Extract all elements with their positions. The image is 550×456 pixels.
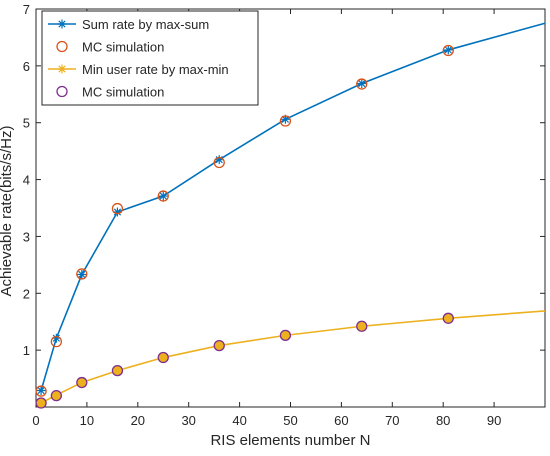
data-point-circle [35,397,47,409]
x-axis-label: RIS elements number N [210,432,370,449]
legend-star-marker [57,64,67,74]
data-point-star [214,155,224,165]
data-point-circle [35,385,47,397]
data-point-star [77,270,87,280]
data-point-circle [157,351,169,364]
y-tick-label: 3 [23,229,30,244]
legend-entry: Sum rate by max-sum [48,17,209,32]
legend-entry: MC simulation [56,85,164,100]
data-point-circle [76,376,88,389]
series-4 [35,312,454,409]
series-1 [36,22,546,396]
series-layer [35,22,546,409]
legend-entries: Sum rate by max-sum MC simulation Min user… [48,17,229,100]
legend-star-marker [57,19,67,29]
series-line [40,22,546,391]
x-tick-label: 10 [80,413,94,428]
data-point-circle [213,156,225,169]
legend-label: MC simulation [82,85,164,100]
x-tick-label: 60 [334,413,348,428]
data-point-star [36,386,46,396]
data-point-circle [213,339,225,352]
data-point-circle [157,190,169,202]
data-point-circle [279,115,292,127]
legend-circle-marker [56,85,68,98]
x-axis-ticks: 0 10 20 30 40 50 60 70 80 90 [32,9,501,428]
y-tick-label: 7 [23,2,30,17]
data-point-circle [279,329,292,342]
x-tick-label: 0 [32,413,39,428]
y-axis-ticks: 1 2 3 4 5 6 7 [23,2,545,358]
data-point-star [443,45,453,55]
data-point-circle [76,268,88,280]
y-axis-label: Achievable rate(bits/s/Hz) [0,126,15,297]
data-point-circle [356,320,368,332]
data-point-circle [50,335,63,348]
data-point-circle [442,44,454,57]
data-point-star [158,191,168,201]
data-point-circle [111,364,124,377]
legend-label: Min user rate by max-min [82,62,229,77]
legend-entry: Min user rate by max-min [48,62,229,77]
x-tick-label: 80 [436,413,450,428]
legend-box [41,10,259,106]
y-tick-label: 4 [23,173,30,188]
legend-label: MC simulation [82,40,164,55]
y-tick-label: 2 [23,286,30,301]
x-tick-label: 20 [131,413,145,428]
data-point-circle [442,312,454,324]
x-tick-label: 40 [232,413,246,428]
y-tick-label: 5 [23,116,30,131]
data-point-star [357,78,367,88]
data-point-star [112,207,122,217]
x-tick-label: 90 [487,413,501,428]
data-point-circle [356,78,368,90]
x-tick-label: 70 [385,413,399,428]
data-point-star [280,114,290,124]
x-tick-label: 50 [283,413,297,428]
legend: Sum rate by max-sum MC simulation Min user… [41,10,259,106]
series-line [40,310,546,404]
legend-circle-marker [56,40,68,53]
series-2 [35,44,454,397]
y-tick-label: 6 [23,59,30,74]
x-tick-label: 30 [181,413,195,428]
legend-label: Sum rate by max-sum [82,17,209,32]
data-point-circle [111,202,124,215]
data-point-circle [50,389,63,402]
data-point-star [51,333,61,343]
legend-entry: MC simulation [56,40,164,55]
y-tick-label: 1 [23,343,30,358]
